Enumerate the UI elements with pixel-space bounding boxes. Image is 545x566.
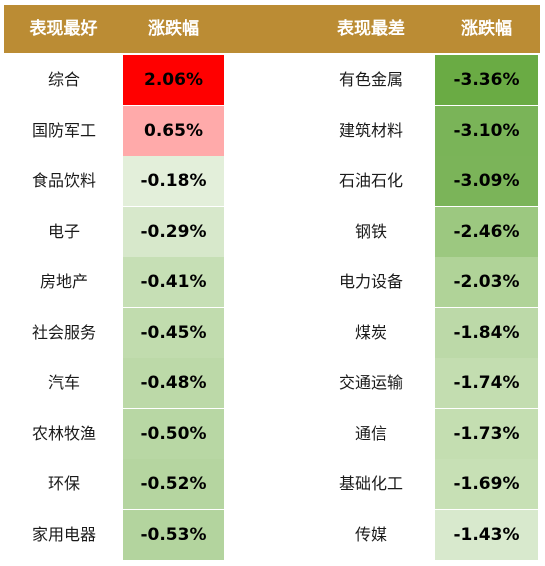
header-worst-change-label: 涨跌幅 <box>461 19 512 39</box>
worst-industry-name: 钢铁 <box>354 221 387 241</box>
table-row: 社会服务 -0.45% 煤炭 -1.84% <box>0 307 545 358</box>
best-industry-change: -0.41% <box>123 257 224 307</box>
best-industry-name: 食品饮料 <box>31 171 96 190</box>
worst-industry-change: -1.69% <box>435 459 538 509</box>
best-industry-change: -0.52% <box>123 459 224 509</box>
best-industry-name: 社会服务 <box>31 322 96 342</box>
worst-industry-change: -1.73% <box>435 408 538 459</box>
worst-industry-change: -2.03% <box>435 257 538 307</box>
table-row: 家用电器 -0.53% 传媒 -1.43% <box>0 509 545 560</box>
best-industry-change: -0.50% <box>123 408 224 459</box>
best-industry-name: 国防军工 <box>31 120 96 140</box>
best-industry-change: -0.18% <box>123 156 224 206</box>
table-row: 食品饮料 -0.18% 石油石化 -3.09% <box>0 156 545 206</box>
best-industry-name: 房地产 <box>39 272 88 291</box>
worst-industry-change: -1.74% <box>435 358 538 408</box>
best-industry-change: -0.53% <box>123 509 224 560</box>
table-row: 农林牧渔 -0.50% 通信 -1.73% <box>0 408 545 459</box>
table-header: 表现最好 涨跌幅 表现最差 涨跌幅 <box>4 5 540 53</box>
worst-industry-change: -2.46% <box>435 206 538 257</box>
best-industry-name: 电子 <box>47 221 80 241</box>
table-row: 综合 2.06% 有色金属 -3.36% <box>0 55 545 105</box>
worst-industry-change: -1.43% <box>435 509 538 560</box>
table-row: 汽车 -0.48% 交通运输 -1.74% <box>0 358 545 408</box>
best-industry-name: 环保 <box>47 474 80 493</box>
best-industry-change: -0.48% <box>123 358 224 408</box>
worst-industry-change: -3.36% <box>435 55 538 105</box>
worst-industry-name: 有色金属 <box>338 70 403 89</box>
best-industry-name: 家用电器 <box>31 524 96 544</box>
best-industry-change: 0.65% <box>123 105 224 156</box>
worst-industry-change: -3.09% <box>435 156 538 206</box>
best-industry-name: 汽车 <box>47 373 80 392</box>
worst-industry-change: -3.10% <box>435 105 538 156</box>
worst-industry-name: 煤炭 <box>354 322 387 342</box>
best-industry-change: -0.29% <box>123 206 224 257</box>
worst-industry-name: 建筑材料 <box>338 120 403 140</box>
worst-industry-change: -1.84% <box>435 307 538 358</box>
worst-industry-name: 传媒 <box>354 524 387 544</box>
best-industry-change: 2.06% <box>123 55 224 105</box>
table-row: 房地产 -0.41% 电力设备 -2.03% <box>0 257 545 307</box>
table-row: 国防军工 0.65% 建筑材料 -3.10% <box>0 105 545 156</box>
best-industry-change: -0.45% <box>123 307 224 358</box>
worst-industry-name: 电力设备 <box>338 272 403 291</box>
header-worst-label: 表现最差 <box>337 19 405 39</box>
table-row: 电子 -0.29% 钢铁 -2.46% <box>0 206 545 257</box>
table-row: 环保 -0.52% 基础化工 -1.69% <box>0 459 545 509</box>
worst-industry-name: 通信 <box>354 423 387 443</box>
best-industry-name: 农林牧渔 <box>31 423 96 443</box>
best-industry-name: 综合 <box>47 70 80 89</box>
worst-industry-name: 交通运输 <box>338 373 403 392</box>
header-best-label: 表现最好 <box>29 19 98 39</box>
worst-industry-name: 石油石化 <box>338 171 403 190</box>
header-best-change-label: 涨跌幅 <box>148 19 199 39</box>
worst-industry-name: 基础化工 <box>338 474 403 493</box>
